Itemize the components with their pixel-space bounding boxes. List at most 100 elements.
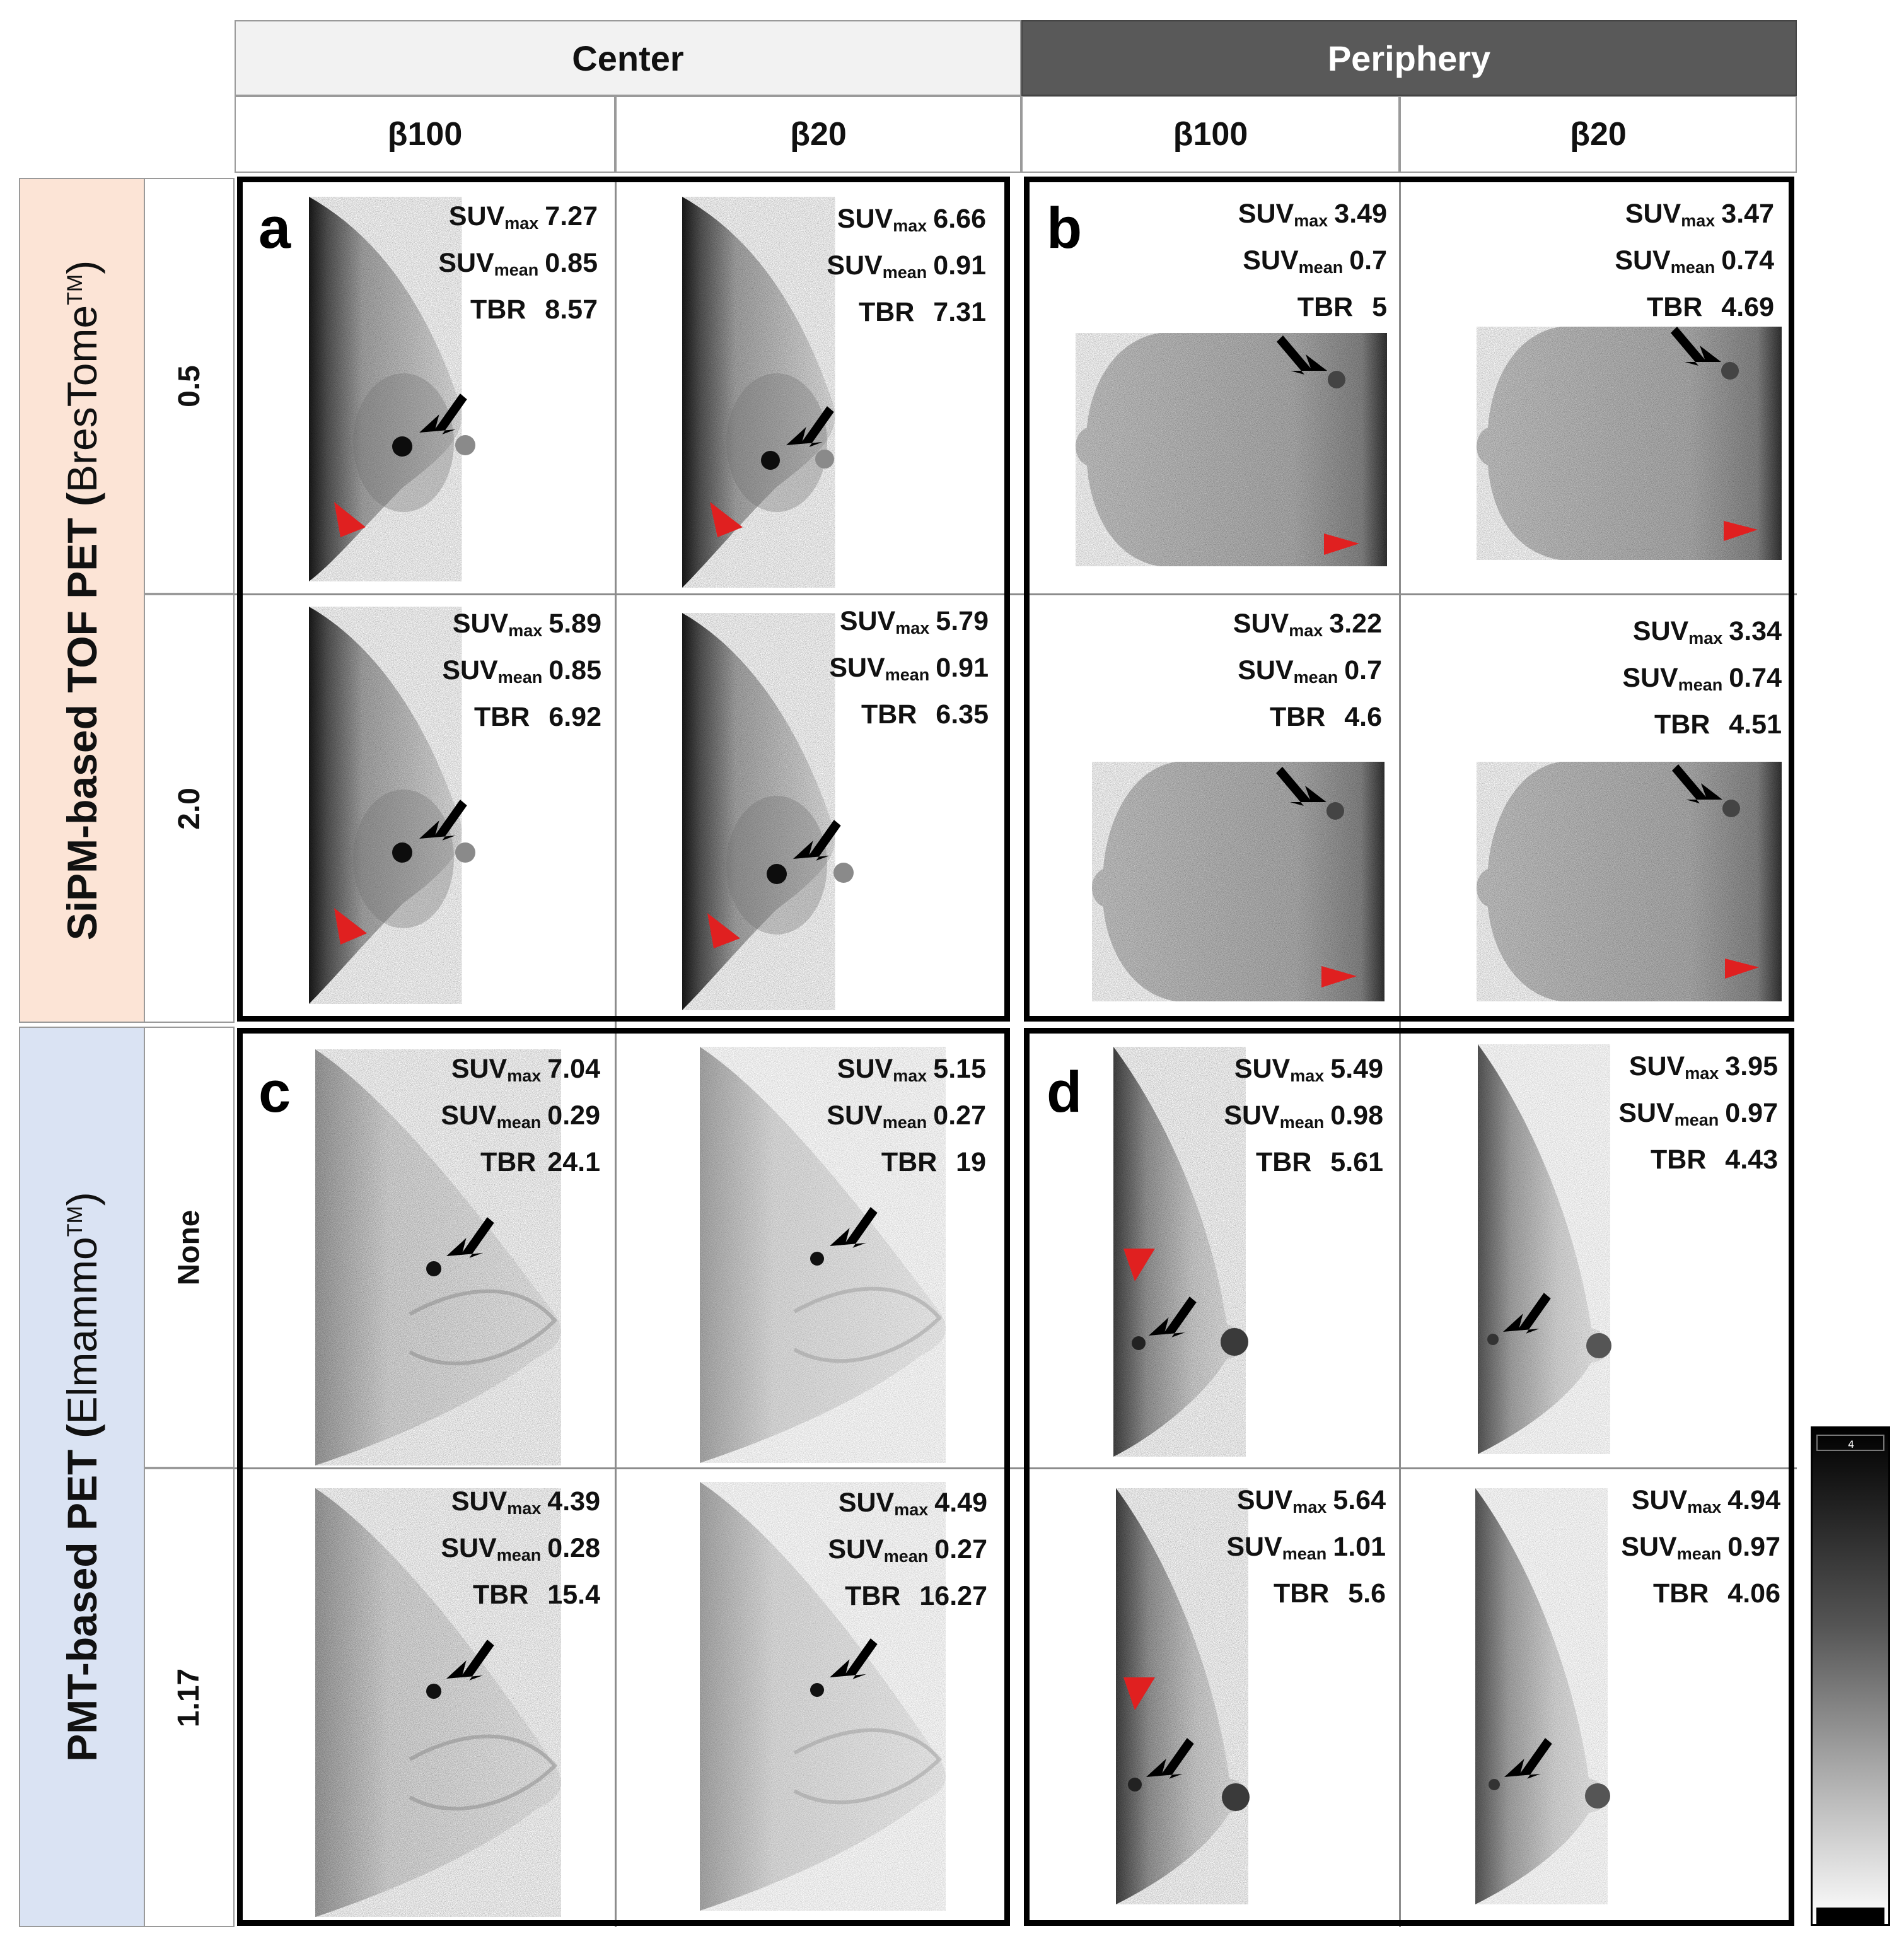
tbr-label: TBR <box>1647 292 1703 322</box>
panel-letter-b: b <box>1047 196 1083 260</box>
suvmean-value: 0.29 <box>547 1100 600 1131</box>
tbr-label: TBR <box>845 1581 901 1611</box>
row-label-text: None <box>172 1209 206 1285</box>
tbr-line: TBR 8.57 <box>438 290 598 330</box>
max-sub: max <box>1687 1498 1722 1517</box>
scanner-label-pmt-text: PMT-based PET (ElmammoTM) <box>58 1192 106 1762</box>
suvmean-value: 0.85 <box>545 248 598 278</box>
suvmax-line: SUVmax 7.04 <box>441 1049 600 1096</box>
suv-label: SUV <box>827 1100 883 1131</box>
mean-sub: mean <box>1282 1544 1327 1563</box>
suvmean-line: SUVmean 0.7 <box>1233 651 1382 697</box>
scanner-label-brand: Elmammo <box>59 1237 106 1425</box>
tbr-line: TBR 4.69 <box>1615 288 1774 327</box>
stats-a-b100-2-0: SUVmax 5.89 SUVmean 0.85 TBR 6.92 <box>442 604 601 737</box>
tbr-line: TBR 24.1 <box>441 1143 600 1182</box>
mean-sub: mean <box>1676 1544 1722 1563</box>
suv-label: SUV <box>837 204 893 234</box>
pet-image-c-b20-none <box>700 1047 946 1463</box>
panel-a-border <box>237 177 1010 1022</box>
tbr-line: TBR 15.4 <box>441 1575 600 1615</box>
suvmax-value: 5.15 <box>933 1054 986 1084</box>
row-label-text: 0.5 <box>172 364 206 407</box>
suvmax-value: 5.49 <box>1330 1054 1383 1084</box>
max-sub: max <box>507 1066 542 1085</box>
pet-image-b-b20-0-5 <box>1477 327 1782 560</box>
suvmax-value: 4.94 <box>1727 1485 1780 1515</box>
tbr-label: TBR <box>881 1147 937 1177</box>
suv-label: SUV <box>448 201 505 231</box>
panel-letter-a: a <box>258 196 291 260</box>
suvmax-line: SUVmax 5.79 <box>829 602 989 648</box>
suvmax-line: SUVmax 7.27 <box>438 197 598 243</box>
mean-sub: mean <box>885 665 930 684</box>
suv-label: SUV <box>1632 616 1689 646</box>
suv-label: SUV <box>1224 1100 1280 1131</box>
suvmax-value: 3.34 <box>1729 616 1782 646</box>
suv-label: SUV <box>1628 1051 1685 1081</box>
tbr-label: TBR <box>1654 709 1710 740</box>
mean-sub: mean <box>882 263 927 282</box>
header-group-periphery: Periphery <box>1021 20 1797 96</box>
suv-label: SUV <box>1233 609 1289 639</box>
suvmean-line: SUVmean 0.91 <box>829 648 989 695</box>
suvmax-value: 4.49 <box>934 1488 987 1518</box>
suv-label: SUV <box>1226 1532 1282 1562</box>
tbr-value: 5 <box>1372 292 1387 322</box>
column-header-label: β100 <box>387 116 463 153</box>
max-sub: max <box>1294 211 1328 230</box>
tbr-value: 5.61 <box>1330 1147 1383 1177</box>
stats-b-b20-2-0: SUVmax 3.34 SUVmean 0.74 TBR 4.51 <box>1622 612 1782 745</box>
max-sub: max <box>1292 1498 1327 1517</box>
stats-b-b100-2-0: SUVmax 3.22 SUVmean 0.7 TBR 4.6 <box>1233 604 1382 737</box>
tbr-line: TBR 6.92 <box>442 697 601 737</box>
tbr-label: TBR <box>1651 1145 1707 1175</box>
pet-image-a-b20-0-5 <box>682 197 837 588</box>
pet-image-a-b20-2-0 <box>682 613 854 1010</box>
panel-c-border <box>237 1028 1010 1926</box>
suv-label: SUV <box>1238 655 1294 685</box>
max-sub: max <box>1681 211 1715 230</box>
mean-sub: mean <box>1293 668 1338 687</box>
tbr-value: 8.57 <box>545 294 598 325</box>
suv-label: SUV <box>441 1100 497 1131</box>
suvmean-line: SUVmean 0.27 <box>828 1530 987 1576</box>
row-label-none: None <box>145 1027 235 1468</box>
tbr-label: TBR <box>1297 292 1354 322</box>
mean-sub: mean <box>496 1113 542 1132</box>
tbr-line: TBR 6.35 <box>829 695 989 735</box>
mean-sub: mean <box>496 1546 542 1564</box>
panel-letter-d: d <box>1047 1060 1083 1124</box>
tbr-label: TBR <box>1269 702 1326 732</box>
suvmax-value: 3.95 <box>1725 1051 1778 1081</box>
suvmean-value: 0.97 <box>1727 1532 1780 1562</box>
suvmax-value: 7.27 <box>545 201 598 231</box>
max-sub: max <box>507 1499 542 1518</box>
tbr-value: 6.92 <box>549 702 601 732</box>
max-sub: max <box>1290 1066 1325 1085</box>
suvmean-line: SUVmean 0.97 <box>1618 1093 1778 1140</box>
suv-label: SUV <box>839 606 896 636</box>
column-header-center-b100: β100 <box>235 96 615 173</box>
tbr-value: 15.4 <box>547 1580 600 1610</box>
suv-label: SUV <box>1625 199 1681 229</box>
stats-d-b20-none: SUVmax 3.95 SUVmean 0.97 TBR 4.43 <box>1618 1047 1778 1180</box>
stats-a-b100-0-5: SUVmax 7.27 SUV mean 0.85 TBR 8.57 <box>438 197 598 330</box>
grid-divider-h1 <box>235 593 1797 595</box>
row-label-0-5: 0.5 <box>145 178 235 594</box>
suvmean-line: SUVmean 0.74 <box>1615 241 1774 288</box>
scanner-label-main: SiPM-based TOF PET ( <box>59 492 105 941</box>
column-header-label: β100 <box>1173 116 1248 153</box>
stats-a-b20-2-0: SUVmax 5.79 SUVmean 0.91 TBR 6.35 <box>829 602 989 735</box>
tbr-label: TBR <box>1273 1578 1330 1609</box>
row-label-text: 2.0 <box>172 787 206 830</box>
tbr-line: TBR 4.6 <box>1233 697 1382 737</box>
header-group-center: Center <box>235 20 1021 96</box>
tbr-line: TBR 5.61 <box>1224 1143 1383 1182</box>
panel-letter-c: c <box>258 1060 291 1124</box>
suv-label: SUV <box>837 1054 893 1084</box>
row-label-1-17: 1.17 <box>145 1468 235 1927</box>
scanner-label-brand: BresTome <box>59 305 105 492</box>
mean-sub: mean <box>494 260 539 279</box>
tbr-label: TBR <box>473 1580 529 1610</box>
